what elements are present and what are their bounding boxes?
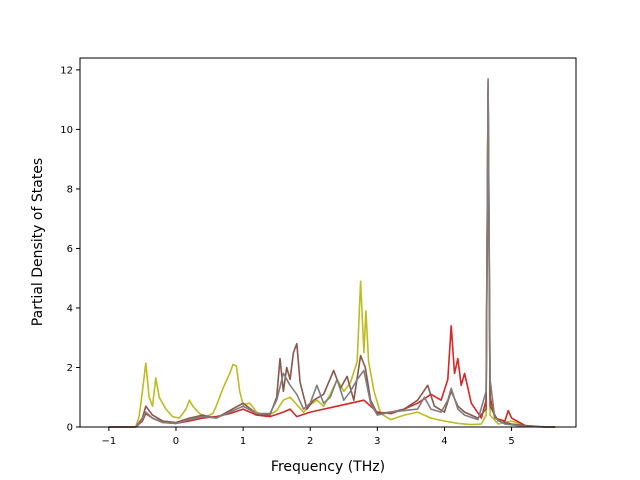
series-line-0 — [108, 87, 556, 428]
x-tick-label: 0 — [173, 436, 179, 447]
y-tick-label: 2 — [67, 363, 73, 374]
x-tick-label: 4 — [441, 436, 447, 447]
y-tick-label: 10 — [60, 125, 73, 136]
x-tick-label: 2 — [307, 436, 313, 447]
y-axis-ticks: 0 2 4 6 8 10 12 — [60, 65, 80, 434]
x-axis-label: Frequency (THz) — [271, 459, 385, 475]
x-tick-label: 5 — [508, 436, 514, 447]
x-axis-ticks: −1 0 1 2 3 4 5 — [101, 427, 515, 447]
series-line-2 — [108, 89, 556, 428]
y-tick-label: 4 — [67, 303, 73, 314]
y-axis-label: Partial Density of States — [30, 158, 46, 326]
x-tick-label: −1 — [101, 436, 116, 447]
y-tick-label: 8 — [67, 184, 73, 195]
series-layer — [108, 78, 556, 428]
plot-frame — [79, 57, 577, 428]
y-tick-label: 6 — [67, 244, 73, 255]
y-tick-label: 12 — [60, 65, 73, 76]
y-tick-label: 0 — [67, 423, 73, 434]
x-tick-label: 1 — [240, 436, 246, 447]
x-tick-label: 3 — [374, 436, 380, 447]
series-line-3 — [108, 78, 556, 428]
